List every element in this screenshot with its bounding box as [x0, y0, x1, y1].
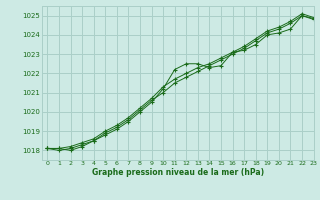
X-axis label: Graphe pression niveau de la mer (hPa): Graphe pression niveau de la mer (hPa) [92, 168, 264, 177]
